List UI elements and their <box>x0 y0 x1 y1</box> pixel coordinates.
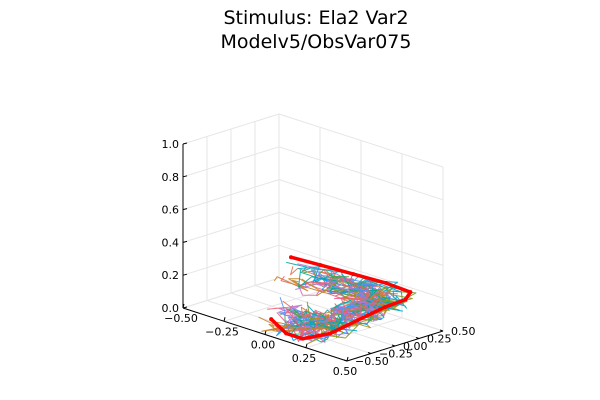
grid-backwall-z-2 <box>278 211 444 266</box>
z-tick-label-1: 0.2 <box>162 269 180 282</box>
stimulus-point-8 <box>328 331 333 336</box>
grid-backwall-z-1 <box>278 244 444 299</box>
stimulus-layer <box>269 255 413 341</box>
grid-sidewall-z-5 <box>182 113 280 145</box>
z-tick-mark-0 <box>182 306 188 309</box>
x-tick-mark-4 <box>346 356 349 362</box>
grid-sidewall-z-2 <box>182 211 280 243</box>
x-tick-label-3: 0.25 <box>292 352 317 365</box>
x-tick-label-2: 0.00 <box>251 339 276 352</box>
grid-sidewall-z-0 <box>182 277 280 309</box>
grid-backwall-z-5 <box>278 113 444 168</box>
y-tick-mark-0 <box>343 359 348 362</box>
stimulus-point-7 <box>355 318 360 323</box>
y-tick-label-1: −0.25 <box>379 348 413 361</box>
y-tick-label-4: 0.50 <box>451 325 476 338</box>
x-tick-mark-3 <box>305 343 308 348</box>
y-tick-mark-3 <box>415 337 420 339</box>
z-tick-mark-3 <box>182 208 188 211</box>
stimulus-point-0 <box>289 255 293 260</box>
grid-sidewall-z-3 <box>182 179 280 211</box>
stimulus-point-3 <box>384 281 389 286</box>
chart-title-line-1: Stimulus: Ela2 Var2 <box>223 7 408 29</box>
grid-sidewall-z-1 <box>182 244 280 276</box>
z-tick-mark-1 <box>182 273 188 276</box>
simulation-series-29 <box>278 272 377 328</box>
z-tick-label-2: 0.4 <box>162 236 180 249</box>
z-tick-label-4: 0.8 <box>162 171 180 184</box>
stimulus-point-11 <box>269 317 274 322</box>
y-tick-mark-2 <box>391 344 396 347</box>
x-tick-label-4: 0.50 <box>333 365 358 378</box>
grid-backwall-z-3 <box>278 179 444 234</box>
y-tick-label-2: 0.00 <box>403 340 428 353</box>
y-tick-label-0: −0.50 <box>355 355 389 368</box>
stimulus-point-1 <box>318 263 323 268</box>
y-tick-label-3: 0.25 <box>427 333 452 346</box>
stimulus-point-4 <box>408 290 413 295</box>
stimulus-path-line <box>269 255 413 341</box>
simulation-series-18 <box>289 266 403 332</box>
y-tick-mark-1 <box>367 352 372 354</box>
y-tick-mark-4 <box>439 329 444 332</box>
grid-sidewall-z-4 <box>182 146 280 178</box>
x-tick-label-0: −0.50 <box>164 312 198 325</box>
chart-title-line-2: Modelv5/ObsVar075 <box>221 31 412 53</box>
z-tick-mark-5 <box>182 142 188 145</box>
stimulus-point-6 <box>382 305 387 310</box>
z-tick-mark-2 <box>182 240 188 243</box>
stimulus-point-10 <box>284 331 289 336</box>
grid-backwall-z-4 <box>278 146 444 201</box>
z-tick-mark-4 <box>182 175 188 178</box>
z-tick-label-5: 1.0 <box>162 138 180 151</box>
stimulus-point-9 <box>300 336 305 341</box>
z-tick-label-0: 0.0 <box>162 302 180 315</box>
tick-labels: −0.50−0.250.000.250.50−0.50−0.250.000.25… <box>162 138 476 378</box>
x-tick-mark-0 <box>182 303 185 309</box>
simulation-series-30 <box>267 277 381 336</box>
z-tick-label-3: 0.6 <box>162 204 180 217</box>
stimulus-point-2 <box>351 272 356 277</box>
stimulus-point-5 <box>403 297 408 302</box>
x-tick-mark-1 <box>223 317 226 322</box>
x-tick-label-1: −0.25 <box>205 325 239 338</box>
